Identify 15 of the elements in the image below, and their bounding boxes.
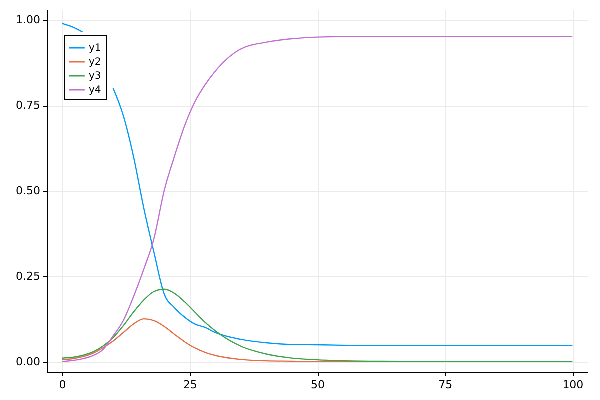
y-tick-label: 0.50 — [16, 184, 40, 198]
legend-label: y4 — [89, 85, 102, 96]
y-tick-label: 1.00 — [16, 14, 40, 27]
x-tick-label: 0 — [59, 378, 66, 392]
y-tick-label: 0.25 — [16, 270, 40, 283]
legend-label: y3 — [89, 71, 102, 82]
line-series — [62, 288, 574, 362]
legend-label: y2 — [89, 57, 102, 68]
y-tick-label: 0.75 — [16, 99, 40, 112]
legend-label: y1 — [89, 43, 102, 54]
x-tick-label: 50 — [311, 378, 325, 392]
x-tick-label: 75 — [438, 378, 453, 392]
x-tick-label: 100 — [562, 378, 584, 392]
y-tick-label: 0.00 — [16, 355, 40, 368]
x-tick-label: 25 — [183, 378, 198, 392]
